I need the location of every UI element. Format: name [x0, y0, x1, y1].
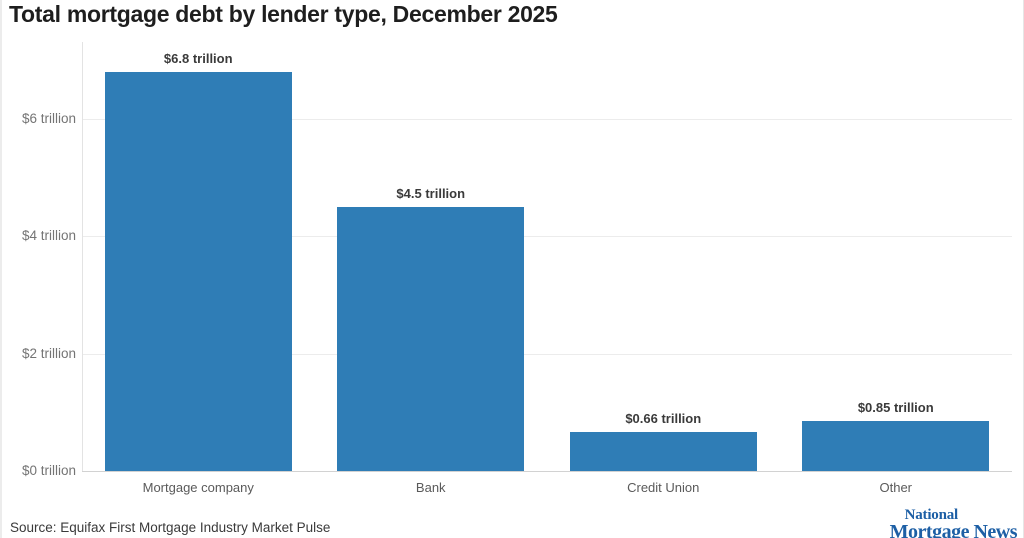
national-mortgage-news-logo: National Mortgage News [889, 507, 1018, 538]
y-axis-tick-label: $6 trillion [21, 111, 76, 126]
x-axis-category-label: Mortgage company [142, 480, 254, 495]
x-axis-category-label: Other [879, 480, 912, 495]
y-axis-tick-label: $4 trillion [21, 228, 76, 244]
y-axis-tick-label: $2 trillion [21, 345, 76, 361]
gridline-2-trillion [82, 353, 1012, 355]
bar-value-label: $6.8 trillion [163, 51, 233, 67]
gridline-0-trillion [82, 471, 1012, 472]
x-axis-category-label: Credit Union [627, 480, 700, 495]
bar-bank [337, 207, 525, 471]
logo-line-mortgage-news: Mortgage News [889, 521, 1018, 538]
bar-other [802, 421, 990, 471]
chart-title: Total mortgage debt by lender type, Dece… [9, 1, 558, 27]
gridline-4-trillion [82, 236, 1012, 238]
bar-value-label: $4.5 trillion [396, 186, 466, 201]
y-axis-tick-label: $0 trillion [21, 463, 76, 478]
y-axis-line [82, 42, 83, 471]
bar-value-label: $0.66 trillion [625, 411, 702, 427]
bar-credit-union [569, 432, 757, 471]
gridline-6-trillion [82, 119, 1012, 120]
source-note: Source: Equifax First Mortgage Industry … [10, 520, 331, 535]
x-axis-category-label: Bank [415, 480, 446, 495]
logo-line-national: National [904, 507, 959, 523]
bar-value-label: $0.85 trillion [857, 400, 934, 416]
bar-mortgage-company [104, 72, 292, 471]
